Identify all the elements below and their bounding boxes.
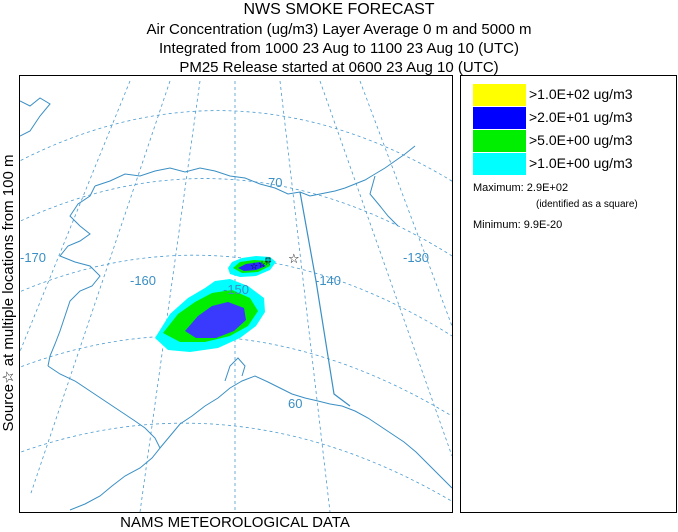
legend-label: >5.0E+00 ug/m3 xyxy=(529,132,633,148)
legend-label: >1.0E+00 ug/m3 xyxy=(529,155,633,171)
lat-arc-60 xyxy=(20,335,452,417)
plume-south-blue xyxy=(185,302,246,338)
lon-label-130: -130 xyxy=(403,250,429,265)
concentration-line: Air Concentration (ug/m3) Layer Average … xyxy=(146,21,532,38)
release-line: PM25 Release started at 0600 23 Aug 10 (… xyxy=(179,59,499,76)
legend-item-cyan: >1.0E+00 ug/m3 xyxy=(473,153,673,175)
source-marker: ☆ xyxy=(258,259,266,269)
graticule-labels: -170 -160 -150 -140 -130 70 60 xyxy=(20,175,429,411)
source-label: Source☆ at multiple locations from 100 m xyxy=(0,154,17,432)
lat-arc-75 xyxy=(20,110,452,182)
maximum-label: Maximum: xyxy=(473,182,524,194)
source-marker: ☆ xyxy=(288,251,300,266)
smoke-plume-north xyxy=(228,256,276,277)
legend-item-yellow: >1.0E+02 ug/m3 xyxy=(473,84,673,106)
minimum-label: Minimum: xyxy=(473,219,521,231)
chukotka-coast xyxy=(20,97,51,137)
source-marker: ☆ xyxy=(250,261,258,271)
lat-arc-55 xyxy=(20,422,452,502)
meteorological-data-label: NAMS METEOROLOGICAL DATA xyxy=(120,514,350,531)
arctic-coast xyxy=(94,145,416,197)
meridian-160 xyxy=(139,80,201,512)
lon-label-150: -150 xyxy=(223,282,249,297)
meridian-140 xyxy=(279,80,331,512)
legend-label: >1.0E+02 ug/m3 xyxy=(529,86,633,102)
legend-swatch xyxy=(473,153,526,175)
west-coast xyxy=(47,185,101,367)
plume-north-blue xyxy=(238,262,266,271)
lon-label-170: -170 xyxy=(20,250,46,265)
lon-label-160: -160 xyxy=(130,273,156,288)
legend-swatch xyxy=(473,84,526,106)
meridian-130 xyxy=(319,80,452,457)
map-panel: ☆ ☆ ☆ ☆ -170 -160 -150 -140 -130 70 60 xyxy=(19,75,453,513)
legend-swatch xyxy=(473,107,526,129)
maximum-value: 2.9E+02 xyxy=(526,182,569,194)
legend-panel: >1.0E+02 ug/m3 >2.0E+01 ug/m3 >5.0E+00 u… xyxy=(460,75,677,513)
integration-line: Integrated from 1000 23 Aug to 1100 23 A… xyxy=(159,40,519,57)
lon-label-140: -140 xyxy=(315,273,341,288)
alaska-canada-border xyxy=(299,191,351,407)
meridian-120 xyxy=(359,80,452,327)
meridian-170 xyxy=(29,80,171,497)
maximum-note: (identified as a square) xyxy=(536,199,638,210)
minimum-value: 9.9E-20 xyxy=(523,219,563,231)
gulf-of-alaska-coast xyxy=(159,375,452,489)
map-svg: ☆ ☆ ☆ ☆ -170 -160 -150 -140 -130 70 60 xyxy=(20,80,452,512)
maximum-row: Maximum: 2.9E+02 xyxy=(473,182,568,194)
source-markers: ☆ ☆ ☆ ☆ xyxy=(250,251,300,271)
lat-label-60: 60 xyxy=(288,396,302,411)
smoke-plume-south xyxy=(155,279,265,352)
cook-inlet xyxy=(224,357,246,382)
forecast-title: NWS SMOKE FORECAST xyxy=(243,1,435,18)
mackenzie-delta xyxy=(369,175,399,227)
lat-arc-70 xyxy=(20,178,452,257)
lat-label-70: 70 xyxy=(268,175,282,190)
minimum-row: Minimum: 9.9E-20 xyxy=(473,219,562,231)
legend-swatch xyxy=(473,130,526,152)
alaska-peninsula xyxy=(47,365,161,511)
title-block: NWS SMOKE FORECAST Air Concentration (ug… xyxy=(0,0,678,77)
legend-label: >2.0E+01 ug/m3 xyxy=(529,109,633,125)
coastlines xyxy=(20,97,452,511)
maximum-square-marker xyxy=(265,257,271,263)
legend-item-blue: >2.0E+01 ug/m3 xyxy=(473,107,673,129)
meridian-180 xyxy=(20,80,131,353)
legend-item-green: >5.0E+00 ug/m3 xyxy=(473,130,673,152)
